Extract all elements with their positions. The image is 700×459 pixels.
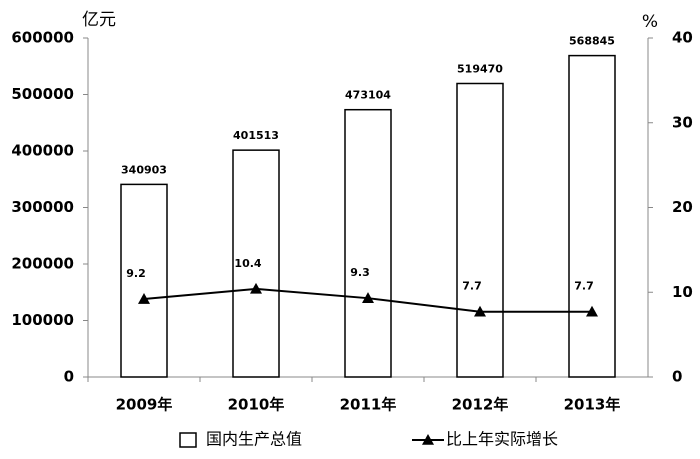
x-tick-label: 2012年 (452, 396, 509, 414)
y-tick-label: 300000 (11, 198, 74, 216)
data-label: 10.4 (234, 257, 261, 270)
y2-tick-label: 10 (672, 283, 693, 301)
y-tick-label: 400000 (11, 142, 74, 160)
y2-tick-label: 30 (672, 113, 693, 131)
line-marker (250, 282, 262, 294)
data-label: 9.2 (126, 267, 146, 280)
bar (568, 54, 616, 378)
data-label: 473104 (345, 89, 391, 102)
data-label: 519470 (457, 62, 503, 75)
legend-marker (422, 434, 434, 445)
y-tick-label: 600000 (11, 29, 74, 47)
legend-swatch (179, 432, 197, 448)
y2-tick-label: 0 (672, 368, 682, 386)
line-marker (138, 293, 150, 304)
y-tick-label: 100000 (11, 311, 74, 329)
y2-tick-label: 20 (672, 198, 693, 216)
line-marker (474, 305, 486, 317)
bar (456, 82, 504, 378)
y2-axis-label: % (642, 12, 658, 32)
legend-label: 比上年实际增长 (446, 430, 558, 449)
x-tick-label: 2010年 (228, 396, 285, 414)
legend-label: 国内生产总值 (206, 430, 302, 449)
data-label: 9.3 (350, 266, 370, 279)
line-marker (586, 305, 598, 317)
data-label: 568845 (569, 35, 615, 48)
y-tick-label: 500000 (11, 85, 74, 103)
bar (344, 108, 392, 378)
x-tick-label: 2011年 (340, 396, 397, 414)
data-label: 7.7 (462, 280, 482, 293)
y-tick-label: 0 (64, 368, 74, 386)
data-label: 401513 (233, 129, 279, 142)
y2-tick-label: 40 (672, 29, 693, 47)
data-label: 7.7 (574, 280, 594, 293)
bar (120, 183, 168, 378)
y-axis-label: 亿元 (82, 10, 116, 30)
data-label: 340903 (121, 163, 167, 176)
x-tick-label: 2009年 (116, 396, 173, 414)
y-tick-label: 200000 (11, 255, 74, 273)
line-marker (362, 292, 374, 303)
x-tick-label: 2013年 (564, 396, 621, 414)
bar (232, 149, 280, 378)
